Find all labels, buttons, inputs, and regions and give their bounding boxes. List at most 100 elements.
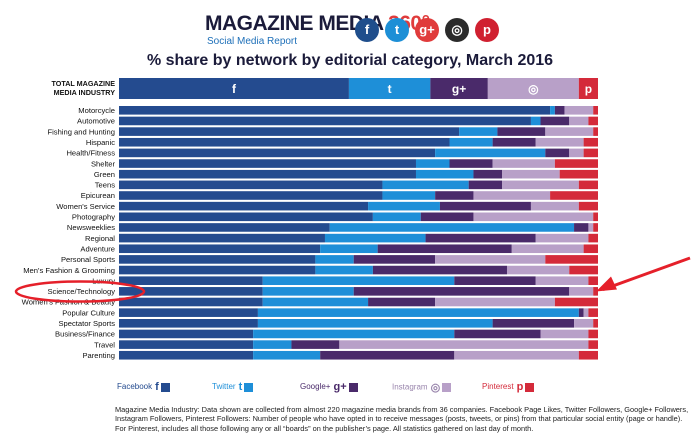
facebook-icon[interactable]: f — [355, 18, 379, 42]
bar-segment — [119, 201, 369, 211]
highlight-circle — [14, 280, 146, 303]
instagram-icon[interactable]: ◎ — [445, 18, 469, 42]
brand-subtitle: Social Media Report — [207, 36, 298, 47]
legend-item: Twitter t — [212, 381, 254, 393]
total-bar-glyph: p — [585, 82, 592, 96]
bar-segment — [353, 255, 436, 264]
legend-swatch — [442, 383, 452, 392]
bar-segment — [382, 191, 436, 200]
bar-segment — [574, 319, 594, 328]
bar-segment — [119, 148, 436, 158]
category-label: Hispanic — [86, 138, 115, 147]
google-plus-icon[interactable]: g+ — [415, 18, 439, 42]
bar-segment — [377, 244, 512, 254]
category-label: Women's Service — [56, 202, 115, 211]
bar-segment — [583, 148, 598, 158]
twitter-icon[interactable]: t — [385, 18, 409, 42]
bar-segment — [502, 169, 560, 179]
category-label: Fishing and Hunting — [47, 127, 115, 136]
total-bar-glyph: t — [388, 82, 392, 96]
bar-segment — [119, 127, 460, 136]
bar-segment — [454, 350, 579, 360]
bar-segment — [119, 233, 325, 243]
bar-segment — [119, 137, 450, 147]
legend-swatch — [525, 382, 535, 392]
bar-segment — [564, 106, 594, 115]
bar-segment — [530, 116, 541, 126]
category-label: Popular Culture — [62, 308, 115, 317]
bar-segment — [119, 180, 383, 190]
facebook-icon: f — [155, 381, 159, 393]
category-label: Green — [94, 170, 115, 179]
bar-segment — [578, 308, 584, 317]
footnote: Magazine Media Industry: Data shown are … — [115, 405, 689, 433]
bar-segment — [492, 319, 575, 328]
bar-segment — [578, 350, 598, 360]
bar-segment — [550, 106, 555, 115]
bar-segment — [545, 255, 598, 264]
bar-segment — [119, 212, 373, 222]
bar-segment — [253, 340, 292, 349]
bar-segment — [593, 287, 598, 296]
bar-segment — [574, 223, 589, 232]
bar-segment — [530, 201, 579, 211]
bar-segment — [368, 201, 440, 211]
bar-segment — [435, 255, 546, 264]
category-label: Science/Technology — [47, 287, 115, 296]
bar-segment — [439, 201, 531, 211]
legend-label: Twitter — [212, 382, 236, 392]
instagram-icon: ◎ — [430, 382, 441, 394]
category-label: Epicurean — [81, 191, 115, 200]
bar-segment — [583, 137, 598, 147]
bar-segment — [257, 308, 579, 317]
legend-swatch — [244, 382, 254, 392]
bar-segment — [415, 159, 450, 168]
category-label: Newsweeklies — [67, 223, 115, 232]
category-label: Luxury — [92, 276, 115, 285]
bar-segment — [257, 319, 493, 328]
bar-segment — [262, 287, 354, 296]
bar-segment — [492, 159, 555, 168]
bar-segment — [324, 233, 426, 243]
bar-segment — [569, 148, 584, 158]
pinterest-icon[interactable]: p — [475, 18, 499, 42]
bar-segment — [578, 201, 598, 211]
legend-label: Instagram — [392, 382, 428, 392]
total-bar-segment-twitter — [348, 78, 431, 99]
bar-segment — [119, 287, 263, 296]
category-label: Personal Sports — [61, 255, 115, 264]
bar-segment — [554, 297, 598, 307]
bar-segment — [535, 233, 589, 243]
bar-segment — [535, 276, 589, 285]
bar-segment — [554, 106, 565, 115]
legend-item: Pinterest p — [482, 381, 535, 393]
bar-segment — [119, 244, 321, 254]
bar-segment — [420, 212, 474, 222]
bar-segment — [449, 137, 493, 147]
bar-segment — [368, 297, 436, 307]
bar-segment — [588, 329, 598, 339]
brand-main: MAGAZINE MEDIA — [205, 12, 389, 35]
category-label: Teens — [95, 181, 115, 190]
bar-segment — [253, 350, 321, 360]
bar-segment — [449, 159, 493, 168]
bar-segment — [253, 329, 455, 339]
google-plus-icon: g+ — [333, 381, 347, 393]
bar-segment — [262, 297, 369, 307]
bar-segment — [320, 350, 455, 360]
bar-segment — [459, 127, 498, 136]
bar-segment — [119, 106, 551, 115]
bar-segment — [315, 255, 354, 264]
bar-segment — [119, 350, 254, 360]
legend-item: Facebook f — [117, 381, 170, 393]
bar-segment — [506, 265, 570, 275]
bar-segment — [588, 276, 598, 285]
total-label-line: MEDIA INDUSTRY — [54, 88, 116, 97]
bar-segment — [545, 127, 594, 136]
bar-segment — [119, 297, 263, 307]
category-label: Business/Finance — [55, 330, 115, 339]
chart-title: % share by network by editorial category… — [146, 52, 554, 69]
total-bar-glyph: ◎ — [528, 82, 539, 96]
category-label: Adventure — [80, 244, 115, 253]
legend-item: Google+ g+ — [300, 381, 358, 393]
